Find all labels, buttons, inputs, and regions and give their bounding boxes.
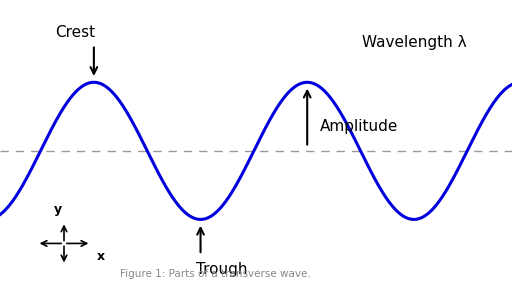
Text: y: y [54, 203, 62, 216]
Text: Trough: Trough [196, 262, 248, 277]
Text: Amplitude: Amplitude [320, 119, 398, 134]
Text: x: x [96, 250, 104, 263]
Text: Crest: Crest [55, 25, 96, 40]
Text: Wavelength λ: Wavelength λ [361, 35, 466, 50]
Text: Figure 1: Parts of a transverse wave.: Figure 1: Parts of a transverse wave. [120, 269, 310, 279]
